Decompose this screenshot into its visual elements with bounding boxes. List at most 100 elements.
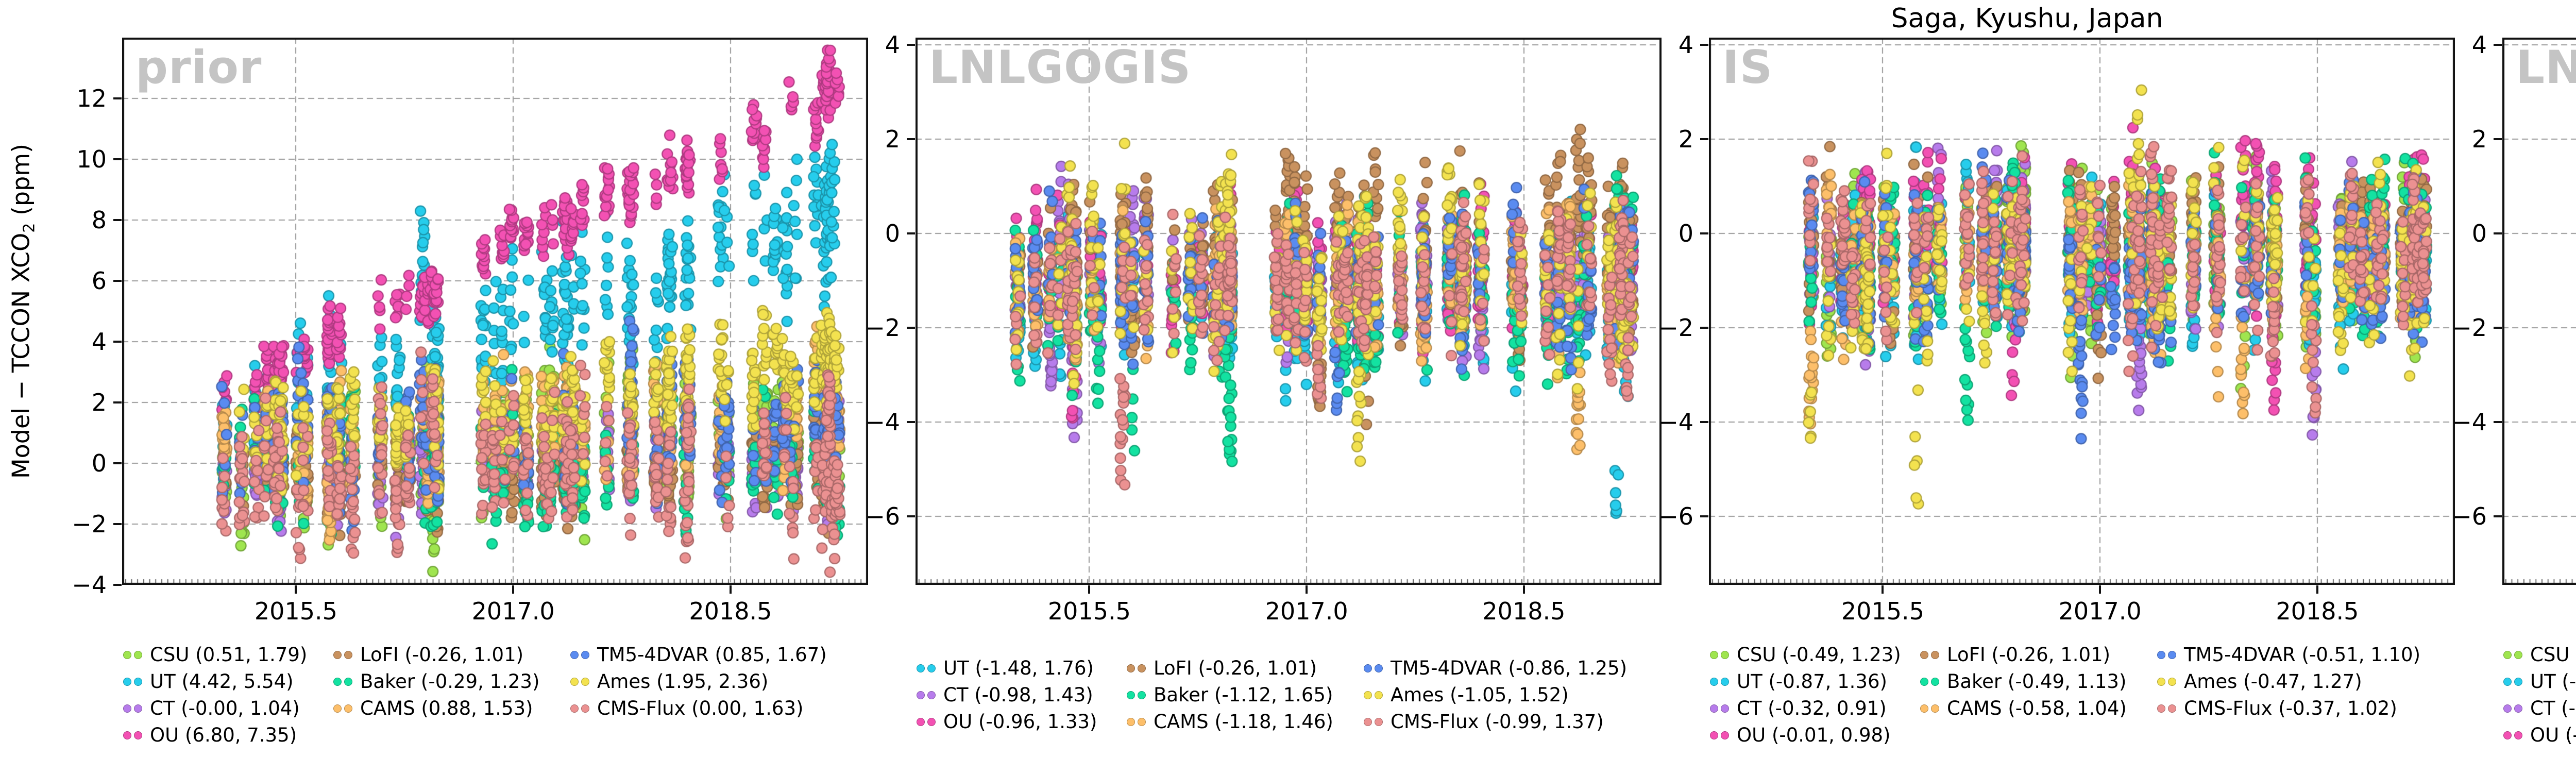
legend-entry-label: OU (-0.96, 1.33) bbox=[943, 710, 1097, 733]
y-tick-mark bbox=[907, 515, 915, 518]
x-tick-label: 2017.0 bbox=[1265, 597, 1348, 625]
legend-marker-icon bbox=[344, 677, 352, 686]
legend-entry-cams: CAMS (-0.58, 1.04) bbox=[1920, 694, 2127, 721]
y-tick-label: 2 bbox=[1678, 125, 1693, 153]
x-tick-mark bbox=[1522, 585, 1525, 594]
legend-entry-label: CAMS (-1.18, 1.46) bbox=[1154, 710, 1333, 733]
x-tick-mark bbox=[1306, 585, 1308, 594]
legend-entry-ames: Ames (1.95, 2.36) bbox=[570, 667, 768, 694]
legend-marker-icon bbox=[1364, 691, 1372, 699]
y-tick-mark bbox=[2494, 138, 2502, 140]
legend-marker-icon bbox=[1920, 704, 1928, 713]
legend-entry-tm5-4dvar: TM5-4DVAR (0.85, 1.67) bbox=[570, 641, 827, 667]
legend-marker-icon bbox=[123, 704, 131, 713]
legend-entry-label: CSU (0.51, 1.79) bbox=[150, 643, 308, 666]
x-tick-mark bbox=[295, 585, 297, 594]
y-tick-mark bbox=[1700, 43, 1708, 46]
y-tick-mark bbox=[2494, 232, 2502, 234]
legend-entry-label: CMS-Flux (-0.37, 1.02) bbox=[2184, 697, 2397, 719]
legend-entry-label: UT (-1.48, 1.76) bbox=[943, 657, 1094, 679]
legend-marker-icon bbox=[333, 677, 342, 686]
legend-entry-csu: CSU (-0.49, 1.23) bbox=[1710, 641, 1901, 667]
legend-marker-icon bbox=[2157, 704, 2165, 713]
y-tick-mark bbox=[907, 421, 915, 424]
legend-marker-icon bbox=[1721, 731, 1729, 739]
y-tick-mark bbox=[907, 232, 915, 234]
y-tick-label: −4 bbox=[72, 571, 107, 599]
y-tick-label: −4 bbox=[2452, 408, 2487, 436]
legend-marker-icon bbox=[134, 650, 142, 659]
x-tick-label: 2015.5 bbox=[1841, 597, 1924, 625]
legend-marker-icon bbox=[1710, 704, 1718, 713]
y-tick-label: −4 bbox=[1658, 408, 1693, 436]
y-axis-label: Model − TCCON XCO2 (ppm) bbox=[7, 144, 38, 479]
legend-entry-cams: CAMS (0.88, 1.53) bbox=[333, 694, 533, 721]
legend-marker-icon bbox=[581, 677, 589, 686]
legend-entry-label: CT (-0.32, 0.91) bbox=[1737, 697, 1887, 719]
legend-marker-icon bbox=[344, 650, 352, 659]
y-tick-label: 0 bbox=[2471, 219, 2487, 247]
y-tick-label: −4 bbox=[865, 408, 900, 436]
scatter-plot-canvas-lnlg bbox=[2502, 38, 2576, 585]
legend-entry-tm5-4dvar: TM5-4DVAR (-0.86, 1.25) bbox=[1364, 654, 1627, 681]
scatter-plot-canvas-prior bbox=[122, 38, 868, 585]
scatter-plot-canvas-lnlgogis bbox=[916, 38, 1662, 585]
legend-marker-icon bbox=[333, 704, 342, 713]
legend-entry-tm5-4dvar: TM5-4DVAR (-0.51, 1.10) bbox=[2157, 641, 2420, 667]
legend-marker-icon bbox=[134, 731, 142, 739]
legend-marker-icon bbox=[2503, 677, 2512, 686]
y-tick-mark bbox=[113, 341, 122, 343]
legend-marker-icon bbox=[1375, 691, 1383, 699]
y-tick-label: −6 bbox=[1658, 502, 1693, 531]
legend-marker-icon bbox=[581, 704, 589, 713]
legend-entry-label: CT (-0.00, 1.04) bbox=[150, 697, 300, 719]
panel-label-lnlg: LNLG bbox=[2516, 41, 2576, 94]
x-tick-label: 2018.5 bbox=[689, 597, 772, 625]
y-tick-mark bbox=[907, 327, 915, 329]
legend-marker-icon bbox=[570, 704, 579, 713]
legend-marker-icon bbox=[2157, 650, 2165, 659]
legend-entry-ou: OU (6.80, 7.35) bbox=[123, 721, 297, 748]
y-tick-mark bbox=[113, 401, 122, 403]
y-tick-label: 6 bbox=[91, 267, 107, 295]
legend-marker-icon bbox=[1138, 691, 1146, 699]
legend-marker-icon bbox=[1127, 664, 1135, 672]
legend-entry-label: CT (-0.78, 1.19) bbox=[2530, 697, 2576, 719]
y-tick-mark bbox=[907, 43, 915, 46]
y-tick-mark bbox=[2494, 43, 2502, 46]
legend-entry-baker: Baker (-0.49, 1.13) bbox=[1920, 667, 2126, 694]
legend-entry-ut: UT (-0.87, 1.36) bbox=[1710, 667, 1887, 694]
legend-entry-baker: Baker (-0.29, 1.23) bbox=[333, 667, 539, 694]
legend-entry-ou: OU (-0.96, 1.33) bbox=[917, 708, 1097, 734]
legend-entry-ct: CT (-0.98, 1.43) bbox=[917, 681, 1093, 708]
legend-entry-label: UT (-0.87, 1.36) bbox=[1737, 670, 1887, 693]
y-tick-label: 2 bbox=[885, 125, 900, 153]
legend-marker-icon bbox=[927, 717, 936, 726]
legend-marker-icon bbox=[570, 677, 579, 686]
legend-marker-icon bbox=[1375, 717, 1383, 726]
panel-label-is: IS bbox=[1722, 41, 1773, 94]
x-tick-label: 2017.0 bbox=[471, 597, 555, 625]
legend-marker-icon bbox=[2514, 731, 2522, 739]
legend-entry-ut: UT (-1.25, 1.58) bbox=[2503, 667, 2576, 694]
legend-marker-icon bbox=[2503, 731, 2512, 739]
legend-marker-icon bbox=[2157, 677, 2165, 686]
scatter-plot-canvas-is bbox=[1709, 38, 2455, 585]
y-tick-mark bbox=[1700, 138, 1708, 140]
y-tick-mark bbox=[113, 219, 122, 221]
legend-marker-icon bbox=[344, 704, 352, 713]
y-tick-label: 0 bbox=[885, 219, 900, 247]
legend-entry-baker: Baker (-1.12, 1.65) bbox=[1127, 681, 1333, 708]
y-tick-label: −2 bbox=[2452, 314, 2487, 342]
y-tick-label: −6 bbox=[2452, 502, 2487, 531]
panel-label-lnlgogis: LNLGOGIS bbox=[929, 41, 1192, 94]
legend-entry-label: TM5-4DVAR (0.85, 1.67) bbox=[597, 643, 827, 666]
legend-entry-ames: Ames (-1.05, 1.52) bbox=[1364, 681, 1569, 708]
legend-entry-lofi: LoFI (-0.26, 1.01) bbox=[1920, 641, 2110, 667]
y-tick-label: 4 bbox=[1678, 30, 1693, 59]
x-tick-label: 2015.5 bbox=[1047, 597, 1131, 625]
y-tick-label: 2 bbox=[91, 389, 107, 416]
y-tick-mark bbox=[1700, 232, 1708, 234]
y-tick-label: −2 bbox=[865, 314, 900, 342]
